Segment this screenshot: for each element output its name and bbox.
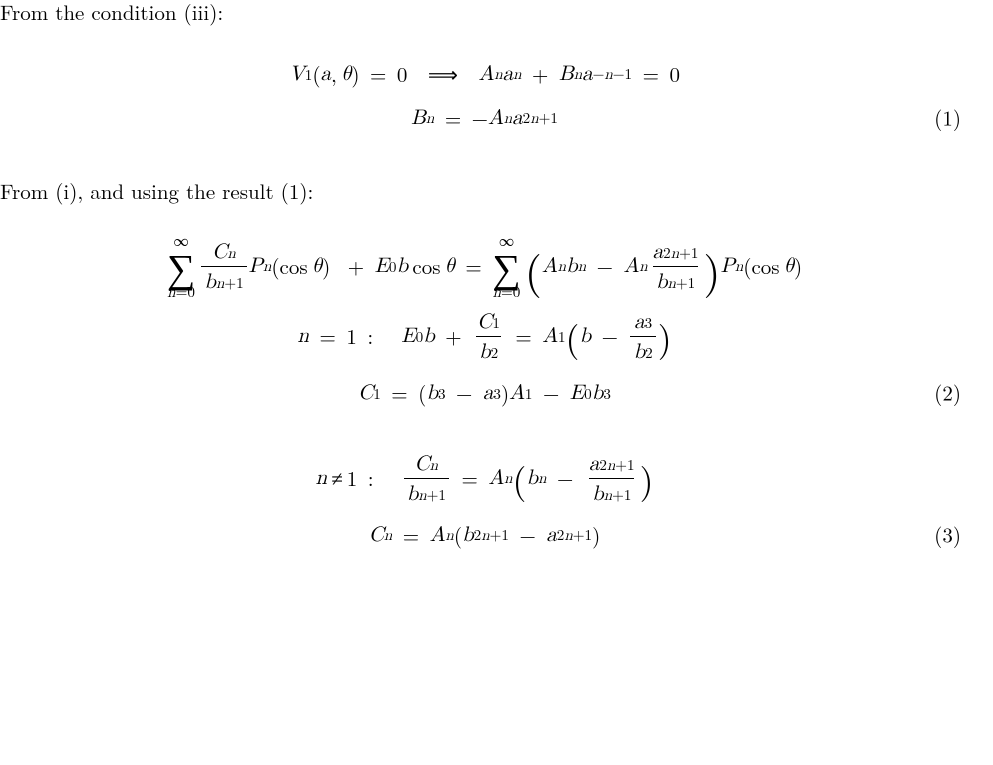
equation-block-2: ∞ ∑ n=0 Cn bn+1 Pn(cos θ) + E0b cos θ = … — [0, 232, 969, 556]
equation-number-2: (2) — [934, 381, 961, 406]
eq2-line5: Cn = An(b2n+1 − a2n+1) (3) — [0, 514, 969, 556]
eq2-line1: ∞ ∑ n=0 Cn bn+1 Pn(cos θ) + E0b cos θ = … — [0, 232, 969, 300]
equation-number-1: (1) — [934, 106, 961, 131]
equation-block-1: V1(a, θ) = 0 ⟹ Anan + Bna−n−1 = 0 Bn = −… — [0, 53, 969, 139]
eq1-line2: Bn = −Ana2n+1 (1) — [0, 97, 969, 139]
paragraph-condition-iii: From the condition (iii): — [0, 0, 969, 25]
eq1-line1: V1(a, θ) = 0 ⟹ Anan + Bna−n−1 = 0 — [0, 53, 969, 95]
equation-number-3: (3) — [934, 523, 961, 548]
eq2-line4: n≠1 : Cn bn+1 = An ( bn − a2n+1 bn+1 ) — [0, 444, 969, 512]
paragraph-from-i: From (i), and using the result (1): — [0, 179, 969, 204]
eq2-line3: C1 = (b3 − a3)A1 − E0b3 (2) — [0, 372, 969, 414]
eq2-line2: n = 1 : E0b + C1 b2 = A1 ( b − a3 b2 ) — [0, 302, 969, 370]
